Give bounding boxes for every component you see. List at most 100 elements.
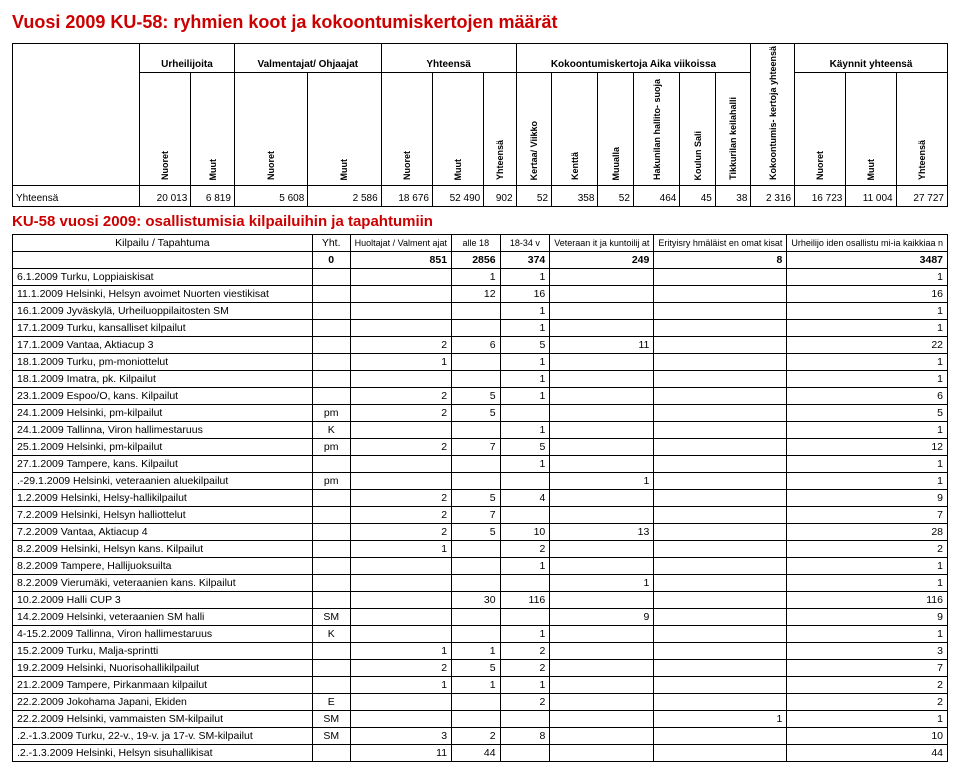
sum-cell: 20 013 <box>140 186 191 207</box>
event-cell <box>654 490 787 507</box>
event-yht <box>312 660 350 677</box>
event-cell: 1 <box>787 473 948 490</box>
event-name: .2.-1.3.2009 Helsinki, Helsyn sisuhallik… <box>13 745 313 762</box>
event-cell: 7 <box>452 507 501 524</box>
event-cell <box>452 422 501 439</box>
event-cell <box>550 388 654 405</box>
event-cell <box>654 303 787 320</box>
event-cell <box>654 660 787 677</box>
event-yht: E <box>312 694 350 711</box>
event-cell: 3 <box>350 728 451 745</box>
event-cell: 1 <box>787 269 948 286</box>
event-cell <box>550 728 654 745</box>
sum-cell: 902 <box>484 186 516 207</box>
event-cell <box>654 405 787 422</box>
event-name: 19.2.2009 Helsinki, Nuorisohallikilpailu… <box>13 660 313 677</box>
event-cell: 5 <box>452 660 501 677</box>
event-cell: 2 <box>500 660 550 677</box>
event-cell: 1 <box>500 422 550 439</box>
event-cell: 7 <box>452 439 501 456</box>
event-name: 25.1.2009 Helsinki, pm-kilpailut <box>13 439 313 456</box>
event-cell <box>350 303 451 320</box>
event-name: 24.1.2009 Helsinki, pm-kilpailut <box>13 405 313 422</box>
event-cell <box>654 575 787 592</box>
event-cell: 5 <box>500 337 550 354</box>
event-name: 27.1.2009 Tampere, kans. Kilpailut <box>13 456 313 473</box>
event-cell: 1 <box>787 558 948 575</box>
event-cell <box>550 269 654 286</box>
event-cell <box>654 456 787 473</box>
event-cell: 28 <box>787 524 948 541</box>
col-1834: 18-34 v <box>500 235 550 252</box>
event-cell: 10 <box>787 728 948 745</box>
event-cell <box>500 405 550 422</box>
event-cell: 2 <box>350 405 451 422</box>
grp-kokoontumis: Kokoontumiskertoja Aika viikoissa <box>516 44 751 73</box>
event-name: 17.1.2009 Turku, kansalliset kilpailut <box>13 320 313 337</box>
event-cell: 11 <box>350 745 451 762</box>
event-cell <box>452 303 501 320</box>
subtitle: KU-58 vuosi 2009: osallistumisia kilpail… <box>12 213 948 230</box>
event-name: 16.1.2009 Jyväskylä, Urheiluoppilaitoste… <box>13 303 313 320</box>
event-cell: 5 <box>787 405 948 422</box>
event-cell <box>350 422 451 439</box>
event-cell: 8 <box>500 728 550 745</box>
sum-col: Nuoret <box>815 151 825 180</box>
sum-cell: 5 608 <box>234 186 307 207</box>
event-cell: 5 <box>452 524 501 541</box>
event-cell: 1 <box>452 269 501 286</box>
event-cell <box>452 711 501 728</box>
event-cell: 9 <box>787 490 948 507</box>
event-cell <box>452 609 501 626</box>
event-cell <box>452 626 501 643</box>
event-yht: SM <box>312 728 350 745</box>
event-cell <box>654 592 787 609</box>
event-cell <box>550 456 654 473</box>
event-cell <box>550 320 654 337</box>
event-cell <box>500 609 550 626</box>
totals-cell: 2856 <box>452 252 501 269</box>
event-cell: 2 <box>787 694 948 711</box>
sum-cell: 52 490 <box>432 186 483 207</box>
event-cell: 7 <box>787 660 948 677</box>
event-cell: 1 <box>500 354 550 371</box>
event-cell: 16 <box>500 286 550 303</box>
event-cell: 1 <box>787 711 948 728</box>
event-cell <box>654 694 787 711</box>
event-cell: 3 <box>787 643 948 660</box>
event-name: .-29.1.2009 Helsinki, veteraanien alueki… <box>13 473 313 490</box>
event-name: 22.2.2009 Helsinki, vammaisten SM-kilpai… <box>13 711 313 728</box>
event-cell <box>350 456 451 473</box>
sum-col: Muualla <box>611 147 621 181</box>
event-cell: 1 <box>500 677 550 694</box>
sum-cell: 16 723 <box>795 186 846 207</box>
event-cell <box>654 626 787 643</box>
event-cell <box>550 711 654 728</box>
event-cell <box>654 643 787 660</box>
event-cell <box>654 745 787 762</box>
event-cell: 2 <box>787 677 948 694</box>
event-name: 18.1.2009 Imatra, pk. Kilpailut <box>13 371 313 388</box>
event-yht <box>312 490 350 507</box>
page-title: Vuosi 2009 KU-58: ryhmien koot ja kokoon… <box>12 12 948 33</box>
event-cell <box>350 694 451 711</box>
event-yht <box>312 643 350 660</box>
sum-col: Koulun Sali <box>693 131 703 181</box>
event-cell <box>550 405 654 422</box>
sum-col: Nuoret <box>402 151 412 180</box>
event-name: 18.1.2009 Turku, pm-moniottelut <box>13 354 313 371</box>
event-cell: 1 <box>500 388 550 405</box>
event-name: 6.1.2009 Turku, Loppiaiskisat <box>13 269 313 286</box>
sum-row-label: Yhteensä <box>13 186 140 207</box>
event-cell <box>350 269 451 286</box>
event-yht: pm <box>312 473 350 490</box>
event-cell <box>550 371 654 388</box>
event-cell: 6 <box>452 337 501 354</box>
event-cell <box>550 286 654 303</box>
sum-col: Muut <box>208 159 218 181</box>
event-yht <box>312 507 350 524</box>
sum-cell: 11 004 <box>846 186 896 207</box>
col-erityis: Erityisry hmäläist en omat kisat <box>654 235 787 252</box>
event-yht <box>312 592 350 609</box>
event-cell <box>654 269 787 286</box>
